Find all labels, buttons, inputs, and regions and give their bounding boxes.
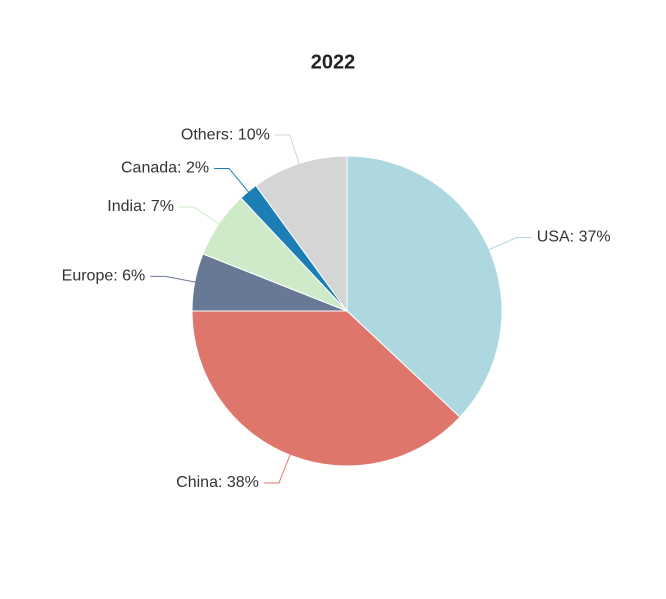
data-label: Canada: 2% bbox=[121, 160, 209, 177]
leader-line bbox=[263, 445, 295, 484]
data-label: Others: 10% bbox=[181, 126, 270, 143]
leader-line bbox=[178, 206, 228, 230]
leader-line bbox=[479, 237, 532, 254]
leader-line bbox=[274, 134, 303, 174]
leader-line bbox=[150, 275, 205, 285]
leader-line bbox=[214, 167, 255, 200]
data-label: Europe: 6% bbox=[62, 268, 146, 285]
chart-title: 2022 bbox=[311, 51, 356, 73]
data-label: China: 38% bbox=[176, 474, 259, 491]
data-label: India: 7% bbox=[107, 198, 174, 215]
data-label: USA: 37% bbox=[537, 229, 611, 246]
